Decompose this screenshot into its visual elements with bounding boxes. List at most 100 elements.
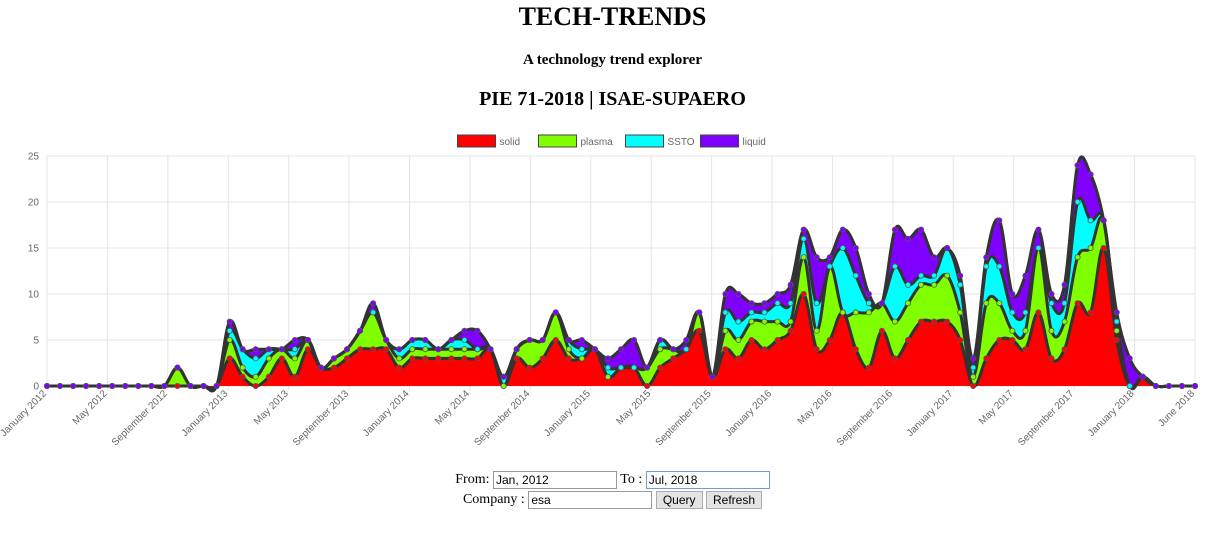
point-plasma[interactable]	[944, 272, 951, 279]
point-solid[interactable]	[1074, 300, 1081, 307]
point-plasma[interactable]	[604, 373, 611, 380]
point-SSTO[interactable]	[787, 300, 794, 307]
point-SSTO[interactable]	[1022, 309, 1029, 316]
point-solid[interactable]	[539, 355, 546, 362]
point-liquid[interactable]	[709, 373, 716, 380]
point-plasma[interactable]	[891, 318, 898, 325]
legend-label-solid[interactable]: solid	[500, 137, 521, 148]
point-solid[interactable]	[422, 355, 429, 362]
point-SSTO[interactable]	[722, 309, 729, 316]
point-liquid[interactable]	[905, 235, 912, 242]
point-solid[interactable]	[409, 355, 416, 362]
point-plasma[interactable]	[1087, 245, 1094, 252]
point-liquid[interactable]	[83, 382, 90, 389]
legend-swatch-solid[interactable]	[457, 134, 496, 148]
point-plasma[interactable]	[578, 355, 585, 362]
point-liquid[interactable]	[957, 272, 964, 279]
point-solid[interactable]	[1100, 245, 1107, 252]
point-plasma[interactable]	[996, 300, 1003, 307]
point-solid[interactable]	[278, 355, 285, 362]
point-liquid[interactable]	[278, 346, 285, 353]
point-liquid[interactable]	[944, 245, 951, 252]
legend-swatch-plasma[interactable]	[538, 134, 577, 148]
point-SSTO[interactable]	[800, 235, 807, 242]
point-SSTO[interactable]	[683, 346, 690, 353]
point-solid[interactable]	[696, 327, 703, 334]
point-solid[interactable]	[983, 355, 990, 362]
point-liquid[interactable]	[513, 346, 520, 353]
point-plasma[interactable]	[461, 346, 468, 353]
point-solid[interactable]	[931, 318, 938, 325]
point-solid[interactable]	[852, 346, 859, 353]
point-liquid[interactable]	[931, 254, 938, 261]
point-solid[interactable]	[735, 355, 742, 362]
point-liquid[interactable]	[383, 336, 390, 343]
legend-swatch-SSTO[interactable]	[625, 134, 664, 148]
point-plasma[interactable]	[291, 355, 298, 362]
point-liquid[interactable]	[891, 226, 898, 233]
point-solid[interactable]	[383, 346, 390, 353]
legend-swatch-liquid[interactable]	[700, 134, 739, 148]
point-liquid[interactable]	[135, 382, 142, 389]
point-liquid[interactable]	[409, 336, 416, 343]
legend-label-plasma[interactable]: plasma	[581, 137, 614, 148]
point-liquid[interactable]	[578, 336, 585, 343]
point-solid[interactable]	[957, 336, 964, 343]
point-solid[interactable]	[357, 346, 364, 353]
point-liquid[interactable]	[604, 355, 611, 362]
point-liquid[interactable]	[330, 355, 337, 362]
point-plasma[interactable]	[761, 318, 768, 325]
point-plasma[interactable]	[852, 309, 859, 316]
point-plasma[interactable]	[748, 318, 755, 325]
point-plasma[interactable]	[970, 373, 977, 380]
point-liquid[interactable]	[1009, 290, 1016, 297]
point-liquid[interactable]	[983, 254, 990, 261]
point-liquid[interactable]	[631, 336, 638, 343]
point-SSTO[interactable]	[996, 263, 1003, 270]
point-liquid[interactable]	[213, 382, 220, 389]
point-solid[interactable]	[291, 373, 298, 380]
point-solid[interactable]	[657, 364, 664, 371]
point-plasma[interactable]	[409, 346, 416, 353]
point-solid[interactable]	[396, 364, 403, 371]
point-liquid[interactable]	[487, 346, 494, 353]
point-liquid[interactable]	[1022, 272, 1029, 279]
point-liquid[interactable]	[70, 382, 77, 389]
point-plasma[interactable]	[1113, 327, 1120, 334]
point-solid[interactable]	[722, 346, 729, 353]
point-solid[interactable]	[891, 355, 898, 362]
point-liquid[interactable]	[1087, 171, 1094, 178]
point-SSTO[interactable]	[931, 272, 938, 279]
point-solid[interactable]	[552, 336, 559, 343]
point-plasma[interactable]	[265, 355, 272, 362]
point-liquid[interactable]	[226, 318, 233, 325]
point-SSTO[interactable]	[761, 309, 768, 316]
point-liquid[interactable]	[761, 300, 768, 307]
point-plasma[interactable]	[422, 346, 429, 353]
point-SSTO[interactable]	[1074, 199, 1081, 206]
point-solid[interactable]	[1035, 309, 1042, 316]
point-SSTO[interactable]	[631, 364, 638, 371]
point-liquid[interactable]	[918, 226, 925, 233]
point-liquid[interactable]	[57, 382, 64, 389]
point-SSTO[interactable]	[226, 327, 233, 334]
legend-label-liquid[interactable]: liquid	[743, 137, 766, 148]
point-liquid[interactable]	[265, 346, 272, 353]
point-SSTO[interactable]	[370, 309, 377, 316]
point-liquid[interactable]	[370, 300, 377, 307]
point-liquid[interactable]	[800, 226, 807, 233]
point-liquid[interactable]	[1100, 217, 1107, 224]
point-solid[interactable]	[265, 373, 272, 380]
point-SSTO[interactable]	[1009, 309, 1016, 316]
point-liquid[interactable]	[1165, 382, 1172, 389]
point-liquid[interactable]	[813, 254, 820, 261]
point-plasma[interactable]	[226, 336, 233, 343]
point-liquid[interactable]	[722, 290, 729, 297]
point-plasma[interactable]	[957, 309, 964, 316]
point-liquid[interactable]	[448, 336, 455, 343]
point-solid[interactable]	[787, 327, 794, 334]
point-plasma[interactable]	[905, 300, 912, 307]
point-liquid[interactable]	[200, 382, 207, 389]
point-liquid[interactable]	[683, 336, 690, 343]
point-plasma[interactable]	[839, 309, 846, 316]
